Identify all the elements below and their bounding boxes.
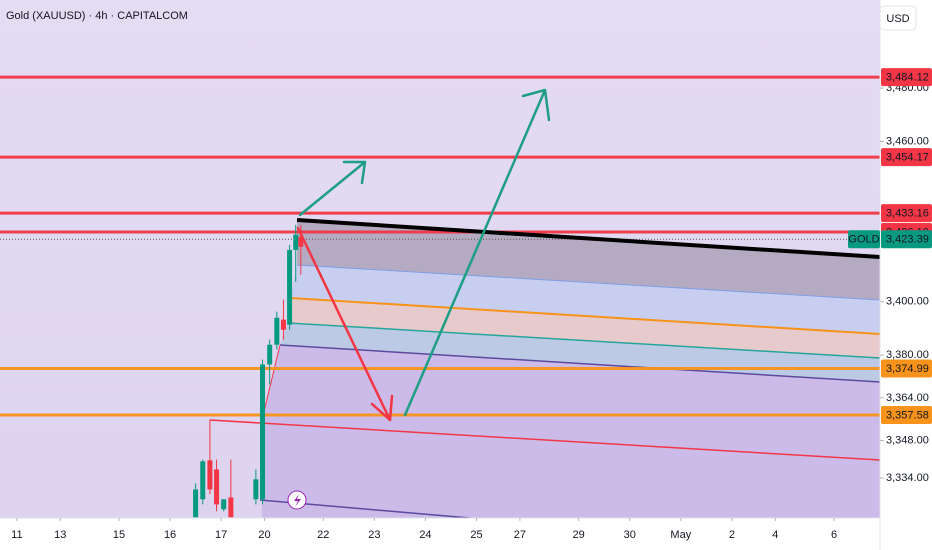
price-axis xyxy=(880,0,932,550)
channel-line xyxy=(296,264,881,301)
candle-body xyxy=(280,319,286,330)
channel-gray xyxy=(297,220,880,300)
candle-body xyxy=(207,460,213,490)
candle-body xyxy=(260,364,266,500)
price-tag-label: 3,357.58 xyxy=(886,409,929,421)
price-tag-label: 3,433.16 xyxy=(886,208,929,220)
levels xyxy=(0,75,880,417)
currency: USD xyxy=(886,13,909,25)
price-tag xyxy=(881,405,932,424)
x-tick-label: 4 xyxy=(772,529,778,541)
x-tick-label: 15 xyxy=(113,529,125,541)
arrow-up-small xyxy=(298,160,367,217)
price-tag-label: 3,484.12 xyxy=(886,72,929,84)
y-tick-label: 3,348.00 xyxy=(886,434,929,446)
x-tick-label: 6 xyxy=(831,529,837,541)
y-tick-label: 3,380.00 xyxy=(886,349,929,361)
arrow-down xyxy=(296,226,394,422)
candles xyxy=(193,224,304,518)
candle-body xyxy=(214,469,220,505)
x-tick-label: 29 xyxy=(573,529,585,541)
x-tick-label: 20 xyxy=(258,529,270,541)
x-tick-label: 2 xyxy=(729,529,735,541)
symbol-tag xyxy=(848,230,880,249)
channel-peach xyxy=(288,298,880,358)
price-tag-label: 3,454.17 xyxy=(886,151,929,163)
price-tag xyxy=(881,148,932,167)
currency-button[interactable] xyxy=(879,5,917,31)
x-tick-label: 23 xyxy=(368,529,380,541)
trend-line xyxy=(209,419,881,461)
y-tick-label: 3,400.00 xyxy=(886,296,929,308)
event-icon-bolt xyxy=(294,494,301,507)
price-tag xyxy=(881,359,932,378)
time-axis xyxy=(0,518,880,550)
candle-body xyxy=(193,489,199,518)
resistance-line xyxy=(296,218,881,259)
candle-body xyxy=(228,497,234,518)
x-tick-label: 24 xyxy=(419,529,431,541)
channel-line xyxy=(279,344,881,383)
x-tick-label: 16 xyxy=(164,529,176,541)
channel-line xyxy=(287,322,881,359)
x-tick-label: 11 xyxy=(11,529,22,541)
price-tag-label: 3,423.39 xyxy=(886,234,929,246)
candle-body xyxy=(298,236,304,247)
candle-body xyxy=(200,461,206,500)
candle-body xyxy=(293,234,299,250)
channel-line xyxy=(289,297,881,335)
chart-title: Gold (XAUUSD) · 4h · CAPITALCOM xyxy=(6,10,188,22)
x-tick-label: 27 xyxy=(514,529,526,541)
x-tick-label: 30 xyxy=(624,529,636,541)
y-tick-label: 3,460.00 xyxy=(886,135,929,147)
x-tick-label: 17 xyxy=(215,529,227,541)
candle-body xyxy=(274,317,280,345)
arrow-up xyxy=(403,88,551,417)
price-tag xyxy=(881,68,932,87)
channel-blue xyxy=(290,265,880,334)
y-tick-label: 3,334.00 xyxy=(886,472,929,484)
candle-body xyxy=(253,479,259,500)
price-tag xyxy=(881,230,932,249)
x-tick-label: 25 xyxy=(470,529,482,541)
candle-body xyxy=(221,499,227,510)
candle-body xyxy=(267,344,273,365)
x-tick-label: 22 xyxy=(317,529,329,541)
price-tag xyxy=(881,204,932,223)
y-tick-label: 3,364.00 xyxy=(886,392,929,404)
x-tick-label: May xyxy=(670,529,691,541)
symbol-tag-label: GOLD xyxy=(848,234,879,246)
x-tick-label: 13 xyxy=(54,529,66,541)
arrows xyxy=(296,88,551,422)
price-tag-label: 3,374.99 xyxy=(886,363,929,375)
candle-body xyxy=(287,249,293,325)
